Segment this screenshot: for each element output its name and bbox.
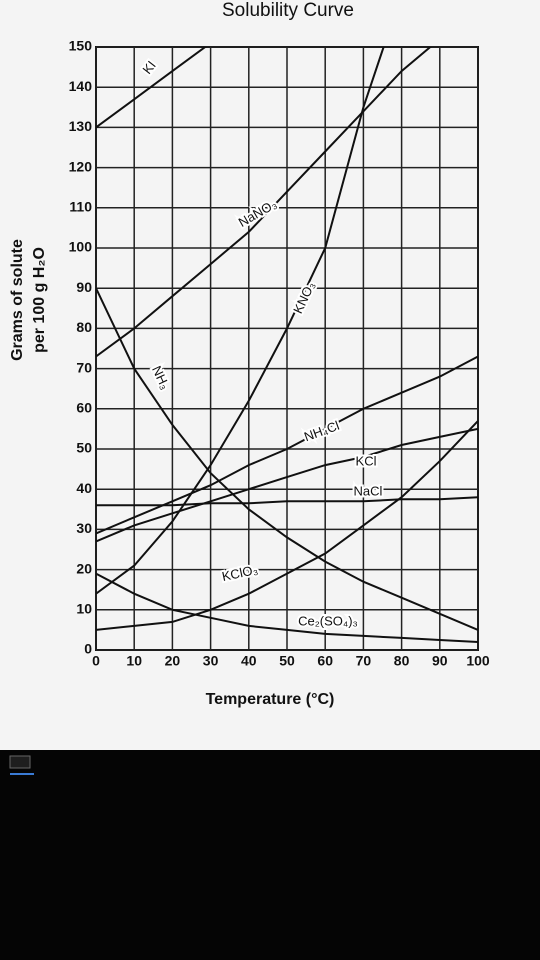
y-tick-label: 60 <box>76 400 92 416</box>
series-line <box>96 427 478 543</box>
taskbar-indicator <box>10 773 34 775</box>
x-tick-label: 40 <box>241 653 257 669</box>
chart-title: Solubility Curve <box>222 0 354 21</box>
screen-bezel <box>0 750 540 960</box>
series-line <box>96 47 385 595</box>
series-line <box>96 355 478 535</box>
y-tick-label: 100 <box>69 239 93 255</box>
series-line <box>96 287 478 631</box>
x-tick-label: 100 <box>466 653 490 669</box>
taskbar-icon <box>9 755 31 769</box>
y-tick-label: 80 <box>76 319 92 335</box>
y-tick-label: 10 <box>76 601 92 617</box>
x-tick-label: 30 <box>203 653 219 669</box>
y-tick-label: 140 <box>69 78 93 94</box>
y-tick-label: 40 <box>76 480 92 496</box>
y-tick-label: 50 <box>76 440 92 456</box>
x-tick-label: 10 <box>126 653 142 669</box>
x-axis-label: Temperature (°C) <box>206 691 335 708</box>
y-axis-label: per 100 g H₂O <box>31 247 48 353</box>
y-tick-label: 90 <box>76 279 92 295</box>
chart-background <box>0 0 540 750</box>
curve-label: NaCl <box>354 483 383 498</box>
y-tick-label: 130 <box>69 118 93 134</box>
series-line <box>96 572 478 643</box>
y-tick-label: 30 <box>76 520 92 536</box>
y-tick-label: 150 <box>69 38 93 54</box>
curve-label: Ce₂(SO₄)₃ <box>298 613 358 628</box>
x-tick-label: 90 <box>432 653 448 669</box>
series-line <box>96 47 207 129</box>
x-tick-label: 0 <box>92 653 100 669</box>
y-axis-label: Grams of solute <box>9 239 26 361</box>
plot-lines <box>96 47 478 643</box>
x-tick-label: 20 <box>165 653 181 669</box>
x-tick-label: 50 <box>279 653 295 669</box>
y-tick-label: 20 <box>76 560 92 576</box>
x-tick-label: 60 <box>317 653 333 669</box>
y-tick-label: 70 <box>76 359 92 375</box>
x-tick-label: 80 <box>394 653 410 669</box>
y-tick-label: 120 <box>69 158 93 174</box>
y-tick-label: 0 <box>84 641 92 657</box>
y-tick-label: 110 <box>69 199 92 215</box>
series-line <box>96 420 478 631</box>
series-line <box>96 496 478 507</box>
curve-label: KCl <box>356 453 377 468</box>
series-line <box>96 47 432 358</box>
x-tick-label: 70 <box>356 653 372 669</box>
